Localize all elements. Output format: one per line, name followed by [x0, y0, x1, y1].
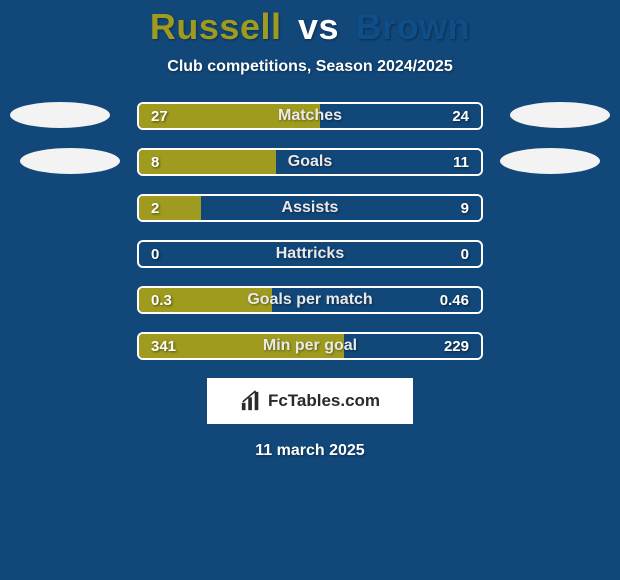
stat-bar-right	[272, 288, 481, 312]
stat-bar-left	[139, 104, 320, 128]
stat-bar-right	[320, 104, 481, 128]
page-title: Russell vs Brown	[0, 6, 620, 48]
team-badge-left-1	[10, 102, 110, 128]
team-badge-right-1	[510, 102, 610, 128]
comparison-card: Russell vs Brown Club competitions, Seas…	[0, 0, 620, 580]
stat-bars: Matches2724 Goals811 Assists29 Hattricks0 0 G…	[137, 102, 483, 360]
stat-row: Goals per match0.30.46	[137, 286, 483, 314]
stat-bar-left	[139, 150, 276, 174]
brand-text: FcTables.com	[268, 391, 380, 411]
content: Matches2724 Goals811 Assists29 Hattricks0 0 G…	[0, 102, 620, 460]
stat-bar-right	[276, 150, 481, 174]
brand-badge[interactable]: FcTables.com	[207, 378, 413, 424]
stat-bar-left	[139, 334, 344, 358]
stat-bar-right	[201, 196, 481, 220]
stat-bar-left	[139, 196, 201, 220]
player1-name: Russell	[150, 6, 282, 47]
stat-row: Assists29	[137, 194, 483, 222]
stat-value-right: 0	[461, 242, 469, 266]
stat-label: Hattricks	[139, 242, 481, 266]
player2-name: Brown	[356, 6, 471, 47]
stat-bar-right	[344, 334, 481, 358]
stat-row: Hattricks0 0	[137, 240, 483, 268]
stat-row: Goals811	[137, 148, 483, 176]
team-badge-right-2	[500, 148, 600, 174]
stat-value-left: 0	[151, 242, 159, 266]
bars-icon	[240, 390, 262, 412]
subtitle: Club competitions, Season 2024/2025	[0, 58, 620, 76]
stat-row: Min per goal341229	[137, 332, 483, 360]
date-label: 11 march 2025	[0, 442, 620, 460]
vs-label: vs	[298, 6, 339, 47]
stat-row: Matches2724	[137, 102, 483, 130]
stat-bar-left	[139, 288, 272, 312]
team-badge-left-2	[20, 148, 120, 174]
